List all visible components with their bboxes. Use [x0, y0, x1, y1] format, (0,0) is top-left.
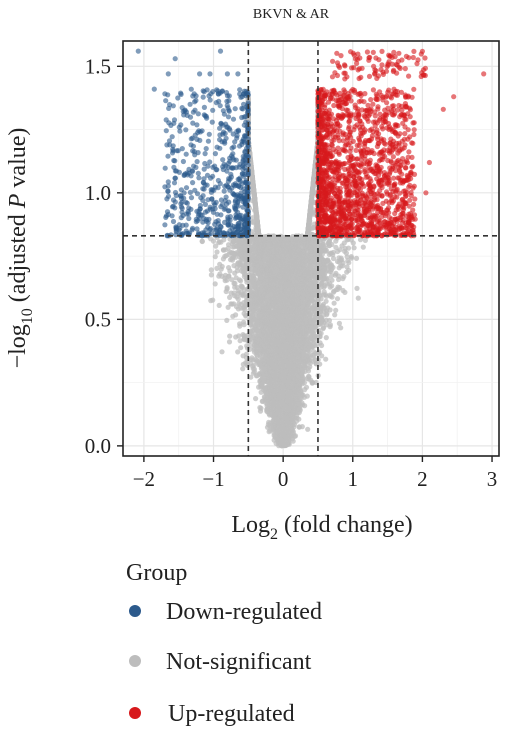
point-not-significant: [219, 273, 225, 279]
point-not-significant: [224, 317, 230, 323]
point-not-significant: [223, 288, 229, 295]
point-not-significant: [237, 323, 243, 329]
point-not-significant: [330, 252, 336, 258]
point-not-significant: [235, 349, 241, 355]
point-not-significant: [319, 353, 325, 359]
point-not-significant: [345, 258, 351, 264]
point-not-significant: [221, 237, 227, 243]
point-not-significant: [354, 285, 360, 291]
point-not-significant: [355, 295, 361, 301]
point-not-significant: [338, 325, 344, 331]
point-not-significant: [227, 268, 233, 274]
point-not-significant: [227, 294, 233, 300]
point-not-significant: [342, 289, 348, 295]
point-not-significant: [345, 245, 352, 251]
point-not-significant: [208, 267, 214, 273]
point-not-significant: [251, 249, 257, 255]
point-not-significant: [219, 263, 225, 270]
point-not-significant: [333, 307, 339, 313]
point-not-significant: [343, 250, 349, 256]
point-not-significant: [214, 249, 220, 255]
point-not-significant: [238, 305, 244, 311]
point-not-significant: [332, 312, 338, 318]
point-not-significant: [208, 272, 214, 278]
point-not-significant: [212, 254, 218, 260]
point-not-significant: [331, 300, 337, 306]
point-not-significant: [327, 284, 333, 290]
scatter-points: [135, 48, 487, 449]
point-not-significant: [233, 334, 239, 340]
point-not-significant: [214, 265, 220, 271]
point-not-significant: [225, 304, 231, 310]
point-not-significant: [241, 322, 247, 328]
point-not-significant: [227, 333, 233, 339]
chart-title: BKVN & AR: [253, 7, 330, 22]
point-not-significant: [340, 276, 346, 282]
plot-panel: [122, 40, 500, 457]
point-not-significant: [336, 320, 342, 326]
point-not-significant: [323, 335, 329, 341]
point-not-significant: [362, 237, 368, 243]
point-not-significant: [353, 255, 360, 261]
point-not-significant: [243, 313, 249, 319]
point-not-significant: [329, 277, 335, 283]
point-not-significant: [210, 297, 216, 303]
point-not-significant: [323, 356, 329, 362]
point-not-significant: [336, 265, 342, 271]
point-not-significant: [253, 396, 259, 402]
point-not-significant: [348, 255, 355, 261]
point-not-significant: [336, 276, 342, 283]
point-not-significant: [311, 338, 317, 344]
point-not-significant: [360, 244, 366, 250]
point-not-significant: [219, 349, 225, 355]
point-not-significant: [258, 405, 264, 411]
point-not-significant: [233, 312, 239, 318]
point-not-significant: [248, 374, 254, 380]
point-not-significant: [333, 238, 339, 244]
point-not-significant: [303, 384, 310, 390]
point-not-significant: [247, 342, 253, 348]
point-not-significant: [333, 244, 339, 250]
point-not-significant: [216, 302, 222, 308]
point-not-significant: [226, 339, 233, 345]
point-not-significant: [240, 366, 246, 372]
point-not-significant: [231, 301, 237, 307]
